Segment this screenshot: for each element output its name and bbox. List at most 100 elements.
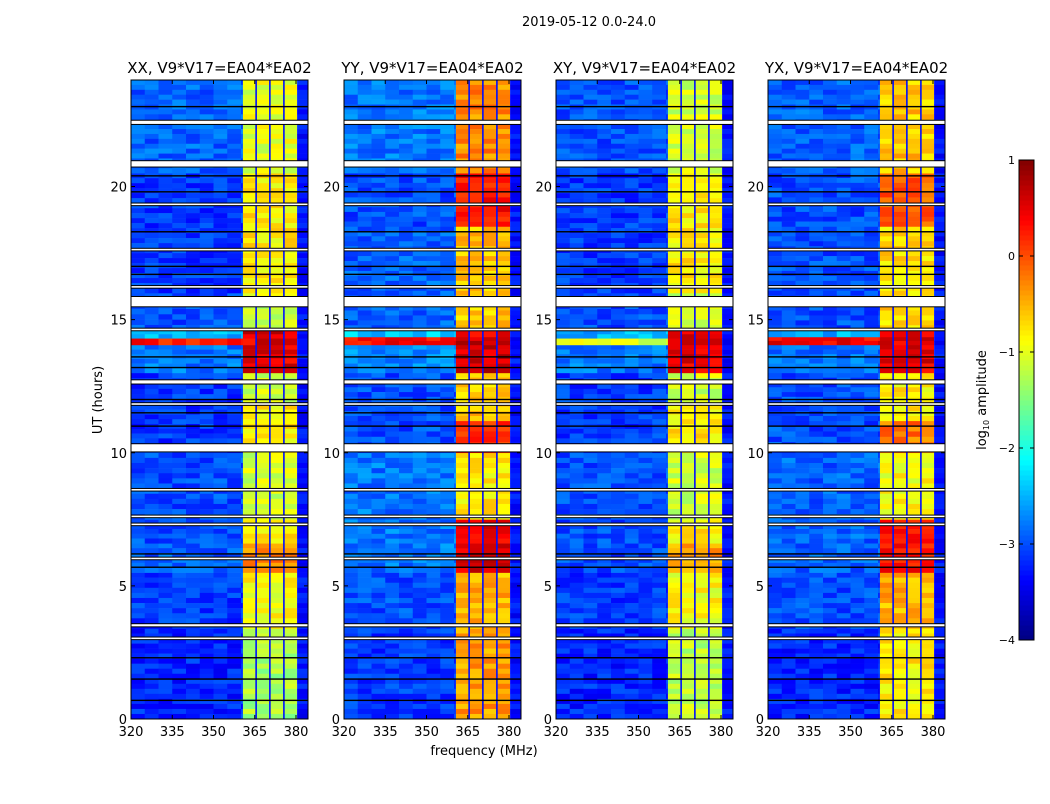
heatmap-cell bbox=[358, 320, 372, 325]
heatmap-cell bbox=[214, 419, 228, 424]
heatmap-cell bbox=[469, 649, 483, 654]
heatmap-cell bbox=[200, 218, 214, 223]
heatmap-cell bbox=[611, 499, 625, 504]
heatmap-cell bbox=[510, 129, 522, 134]
heatmap-cell bbox=[186, 669, 200, 674]
heatmap-cell bbox=[456, 368, 469, 373]
heatmap-cell bbox=[510, 499, 522, 504]
heatmap-cell bbox=[668, 504, 681, 509]
heatmap-cell bbox=[372, 373, 386, 378]
heatmap-cell bbox=[241, 188, 243, 193]
heatmap-cell bbox=[510, 603, 522, 608]
heatmap-cell bbox=[186, 258, 200, 263]
heatmap-cell bbox=[399, 85, 413, 90]
heatmap-cell bbox=[709, 529, 722, 534]
heatmap-cell bbox=[131, 144, 145, 149]
heatmap-cell bbox=[131, 243, 145, 248]
heatmap-cell bbox=[241, 233, 243, 238]
heatmap-cell bbox=[440, 539, 454, 544]
heatmap-cell bbox=[483, 350, 497, 355]
heatmap-cell bbox=[131, 268, 145, 273]
heatmap-cell bbox=[200, 588, 214, 593]
heatmap-cell bbox=[172, 704, 186, 709]
heatmap-cell bbox=[709, 583, 722, 588]
heatmap-cell bbox=[358, 468, 372, 473]
heatmap-cell bbox=[625, 314, 639, 320]
heatmap-cell bbox=[483, 149, 497, 154]
heatmap-cell bbox=[270, 438, 284, 443]
flagged-interval bbox=[344, 204, 521, 206]
heatmap-cell bbox=[243, 188, 256, 193]
heatmap-cell bbox=[159, 109, 173, 114]
heatmap-cell bbox=[695, 664, 709, 669]
heatmap-cell bbox=[456, 80, 469, 85]
heatmap-cell bbox=[483, 406, 497, 411]
heatmap-cell bbox=[399, 139, 413, 144]
heatmap-cell bbox=[469, 411, 483, 416]
heatmap-cell bbox=[611, 689, 625, 694]
heatmap-cell bbox=[243, 345, 256, 350]
heatmap-cell bbox=[145, 603, 159, 608]
heatmap-cell bbox=[186, 543, 200, 548]
black-line bbox=[131, 412, 308, 413]
heatmap-cell bbox=[200, 689, 214, 694]
heatmap-cell bbox=[241, 154, 243, 159]
heatmap-cell bbox=[681, 649, 695, 654]
heatmap-cell bbox=[227, 338, 241, 345]
heatmap-cell bbox=[556, 509, 570, 514]
heatmap-cell bbox=[456, 85, 469, 90]
heatmap-cell bbox=[145, 213, 159, 218]
heatmap-cell bbox=[427, 406, 441, 411]
heatmap-cell bbox=[399, 689, 413, 694]
heatmap-cell bbox=[297, 608, 309, 613]
heatmap-cell bbox=[243, 223, 256, 228]
heatmap-cell bbox=[681, 529, 695, 534]
heatmap-cell bbox=[200, 438, 214, 443]
heatmap-cell bbox=[709, 538, 722, 543]
heatmap-cell bbox=[681, 429, 695, 434]
heatmap-cell bbox=[284, 233, 297, 238]
heatmap-cell bbox=[469, 709, 483, 714]
heatmap-cell bbox=[159, 144, 173, 149]
heatmap-cell bbox=[256, 659, 270, 664]
heatmap-cell bbox=[145, 188, 159, 193]
heatmap-cell bbox=[131, 684, 145, 689]
heatmap-cell bbox=[681, 359, 695, 364]
heatmap-cell bbox=[427, 568, 441, 573]
heatmap-cell bbox=[131, 85, 145, 90]
heatmap-cell bbox=[358, 80, 372, 85]
heatmap-cell bbox=[256, 368, 270, 373]
heatmap-cell bbox=[709, 463, 722, 468]
heatmap-cell bbox=[584, 183, 598, 188]
heatmap-cell bbox=[510, 608, 522, 613]
heatmap-cell bbox=[159, 618, 173, 623]
heatmap-cell bbox=[570, 568, 584, 573]
heatmap-cell bbox=[270, 494, 284, 499]
heatmap-cell bbox=[454, 613, 456, 618]
heatmap-cell bbox=[483, 659, 497, 664]
heatmap-cell bbox=[427, 463, 441, 468]
black-line bbox=[344, 678, 521, 679]
heatmap-cell bbox=[256, 85, 270, 90]
heatmap-cell bbox=[358, 426, 372, 432]
heatmap-cell bbox=[427, 134, 441, 139]
heatmap-cell bbox=[214, 509, 228, 514]
heatmap-cell bbox=[358, 694, 372, 699]
heatmap-cell bbox=[483, 197, 497, 202]
heatmap-cell bbox=[427, 241, 441, 246]
heatmap-cell bbox=[399, 90, 413, 95]
heatmap-cell bbox=[668, 529, 681, 534]
heatmap-cell bbox=[186, 618, 200, 623]
heatmap-cell bbox=[652, 463, 666, 468]
heatmap-cell bbox=[256, 573, 270, 578]
heatmap-cell bbox=[200, 114, 214, 119]
heatmap-cell bbox=[243, 473, 256, 478]
heatmap-cell bbox=[159, 243, 173, 248]
heatmap-cell bbox=[243, 704, 256, 709]
heatmap-cell bbox=[145, 80, 159, 85]
heatmap-cell bbox=[556, 373, 570, 379]
heatmap-cell bbox=[145, 618, 159, 623]
heatmap-cell bbox=[639, 345, 653, 350]
heatmap-cell bbox=[427, 226, 441, 231]
heatmap-cell bbox=[611, 334, 625, 338]
